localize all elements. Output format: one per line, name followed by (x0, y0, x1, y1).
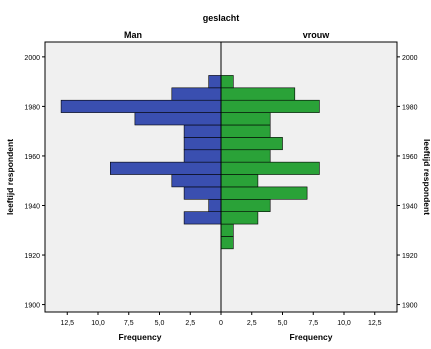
y-tick-label-right-2000: 2000 (402, 55, 418, 62)
panel-label-man: Man (124, 30, 142, 40)
y-axis-title-left: leeftijd respondent (5, 139, 15, 215)
y-tick-label-right-1960: 1960 (402, 154, 418, 161)
bar-vrouw-1955 (220, 161, 320, 175)
y-tick-label-left-1940: 1940 (24, 203, 40, 210)
x-tick-label-left-3: 5,0 (155, 320, 165, 327)
bar-vrouw-1980 (220, 99, 320, 113)
bar-man-1960 (183, 149, 222, 163)
x-tick-label-right-0: 12,5 (368, 320, 382, 327)
bar-vrouw-1970 (220, 124, 271, 138)
bar-vrouw-1935 (220, 211, 259, 225)
bar-man-1950 (171, 174, 222, 188)
x-tick-label-left-4: 2,5 (185, 320, 195, 327)
bar-man-1985 (171, 87, 222, 101)
bar-vrouw-1950 (220, 174, 259, 188)
x-tick-label-left-5: 0 (219, 320, 223, 327)
bar-man-1955 (110, 161, 222, 175)
x-tick-label-right-3: 5,0 (278, 320, 288, 327)
bar-vrouw-1960 (220, 149, 271, 163)
bar-man-1970 (183, 124, 222, 138)
x-tick-label-left-2: 7,5 (124, 320, 134, 327)
bar-vrouw-1985 (220, 87, 296, 101)
bar-man-1945 (183, 186, 222, 200)
bar-man-1935 (183, 211, 222, 225)
bar-vrouw-1990 (220, 75, 234, 89)
bar-vrouw-1940 (220, 198, 271, 212)
bar-vrouw-1975 (220, 112, 271, 126)
y-tick-label-left-1960: 1960 (24, 154, 40, 161)
bar-vrouw-1930 (220, 223, 234, 237)
y-tick-label-left-1980: 1980 (24, 104, 40, 111)
x-tick-label-left-0: 12,5 (60, 320, 74, 327)
bar-vrouw-1945 (220, 186, 308, 200)
x-tick-label-left-1: 10,0 (91, 320, 105, 327)
x-tick-label-right-4: 2,5 (247, 320, 257, 327)
x-tick-label-right-1: 10,0 (337, 320, 351, 327)
y-tick-label-right-1900: 1900 (402, 303, 418, 310)
bar-vrouw-1925 (220, 236, 234, 250)
panel-label-vrouw: vrouw (303, 30, 331, 40)
y-axis-title-right: leeftijd respondent (422, 139, 431, 215)
bar-man-1980 (60, 99, 222, 113)
bar-vrouw-1965 (220, 137, 283, 151)
x-axis-title-man: Frequency (119, 332, 162, 342)
bar-man-1975 (134, 112, 222, 126)
bar-man-1940 (208, 198, 222, 212)
x-axis-title-vrouw: Frequency (290, 332, 333, 342)
bar-man-1965 (183, 137, 222, 151)
x-tick-label-right-2: 7,5 (308, 320, 318, 327)
bar-man-1990 (208, 75, 222, 89)
y-tick-label-left-2000: 2000 (24, 55, 40, 62)
y-tick-label-left-1900: 1900 (24, 303, 40, 310)
chart-title: geslacht (203, 13, 240, 23)
y-tick-label-left-1920: 1920 (24, 253, 40, 260)
y-tick-label-right-1940: 1940 (402, 203, 418, 210)
y-tick-label-right-1980: 1980 (402, 104, 418, 111)
y-tick-label-right-1920: 1920 (402, 253, 418, 260)
